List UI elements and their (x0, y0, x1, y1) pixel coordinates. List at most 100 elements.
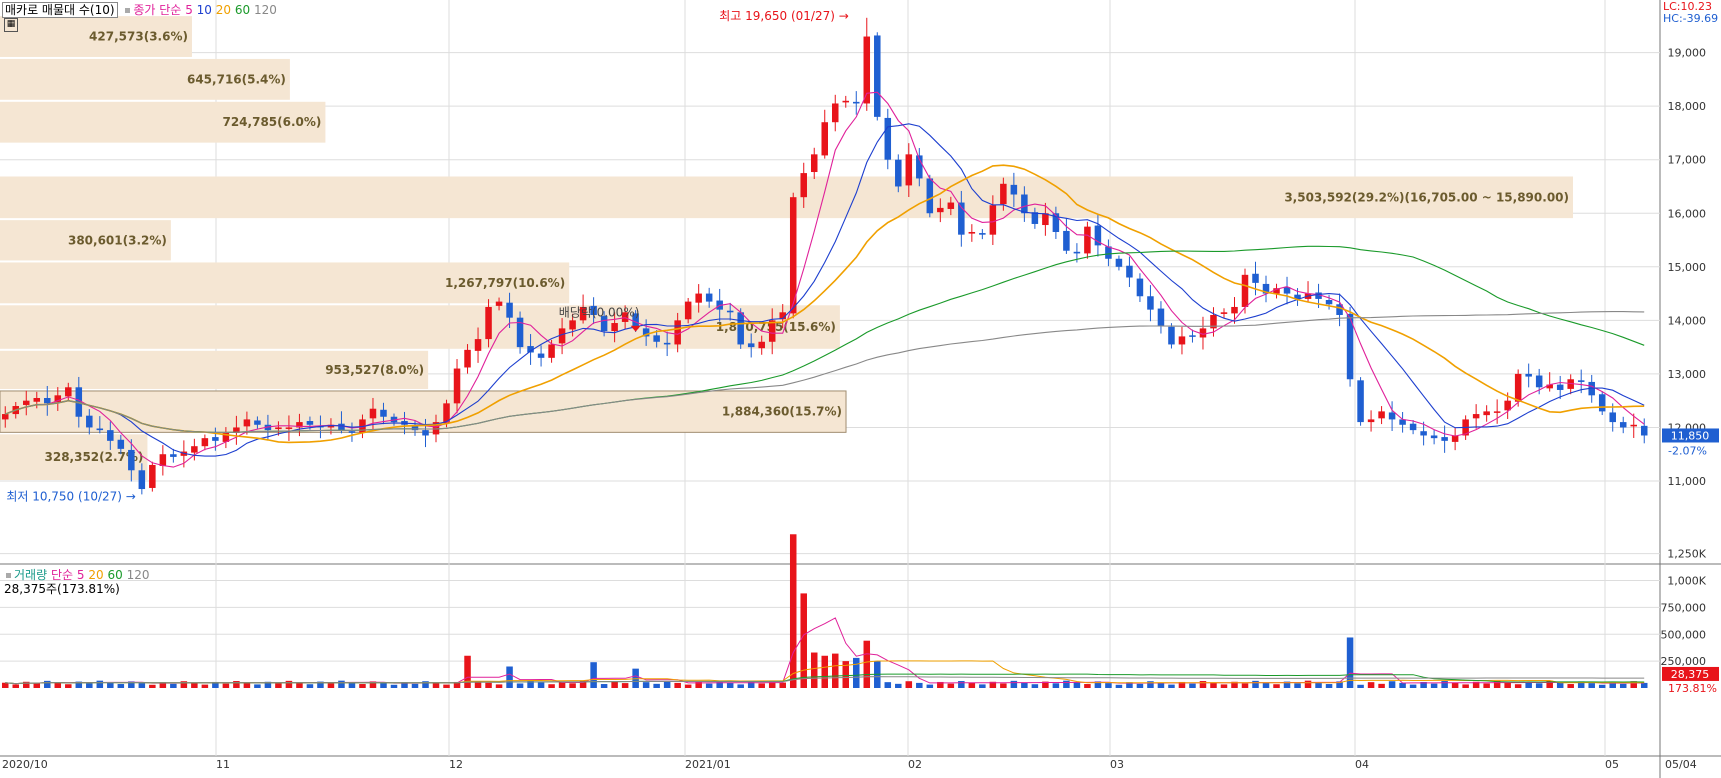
candle-body (905, 154, 913, 186)
volume-bar (1294, 683, 1301, 688)
candle-body (590, 305, 597, 315)
candle-body (1294, 294, 1301, 299)
volume-bar (1273, 684, 1280, 688)
candle-body (285, 427, 293, 429)
candle-body (1063, 230, 1070, 251)
volume-bar (1105, 683, 1112, 688)
indicator-label[interactable]: 매카로 매물대 수(10) (2, 2, 118, 18)
candle-body (548, 344, 555, 358)
candle-body (737, 312, 744, 345)
volume-bar (1430, 683, 1438, 688)
candle-body (884, 117, 892, 160)
candle-body (1388, 412, 1396, 420)
volume-bar (33, 683, 41, 688)
candle-body (1409, 423, 1417, 431)
volume-bar (180, 681, 188, 688)
volume-chart-legend: 거래량 단순 5 20 60 120 (2, 566, 149, 583)
candle-body (831, 103, 839, 123)
current-volume-readout: 28,375주(173.81%) (4, 582, 120, 596)
volume-bar (54, 682, 62, 688)
volume-title: 거래량 (14, 568, 48, 582)
volume-bar (884, 682, 892, 688)
candle-body (621, 312, 629, 322)
candle-body (1210, 314, 1217, 329)
candle-body (1178, 336, 1186, 345)
table-icon[interactable]: ▦ (4, 18, 18, 32)
volume-bar (1472, 681, 1480, 688)
volume-bar (1493, 680, 1501, 688)
volume-bar (12, 684, 20, 688)
volume-bar (170, 683, 177, 688)
volume-bar (1483, 683, 1490, 688)
candle-body (1493, 411, 1501, 413)
candle-body (800, 173, 807, 198)
volume-bar (653, 683, 660, 688)
volume-bar (474, 681, 482, 688)
volume-bar (895, 683, 902, 688)
volume-bar (275, 683, 282, 688)
volume-bar (537, 682, 545, 688)
candle-body (579, 306, 587, 321)
volume-bar (222, 683, 230, 688)
volume-bar (191, 682, 198, 688)
volume-bar (779, 682, 786, 688)
volume-bar (1367, 682, 1375, 688)
low-price-annotation: 최저 10,750 (10/27) → (6, 489, 136, 503)
candle-body (1031, 212, 1039, 224)
candle-body (684, 301, 692, 320)
candle-body (296, 422, 303, 428)
candle-body (947, 202, 955, 209)
volume-bar (1084, 684, 1091, 688)
volume-bar (138, 683, 146, 688)
volume-bar (1262, 682, 1270, 688)
candle-body (1262, 283, 1270, 294)
volume-bar (1063, 680, 1070, 688)
volume-bar (1567, 684, 1574, 688)
time-tick-label: 05 (1605, 758, 1619, 771)
volume-profile-label: 645,716(5.4%) (187, 72, 286, 86)
volume-bar (1451, 682, 1459, 688)
candle-body (243, 419, 251, 427)
volume-bar (380, 683, 387, 688)
ma120-label: 120 (253, 3, 277, 17)
volume-bar (1462, 684, 1469, 688)
last-volume-change: 173.81% (1668, 682, 1717, 695)
volume-bar (422, 681, 429, 688)
volume-bar (548, 684, 555, 688)
candle-body (1357, 380, 1364, 423)
candle-body (1472, 414, 1480, 419)
candle-body (411, 425, 419, 431)
volume-bar (1588, 683, 1595, 688)
price-tick-label: 11,000 (1668, 475, 1707, 488)
price-ma-10-line (5, 123, 1645, 457)
candle-body (821, 122, 829, 156)
candle-body (65, 387, 72, 397)
volume-bar (243, 682, 251, 688)
candle-body (96, 428, 104, 431)
volume-tick-label: 1,000K (1667, 575, 1706, 588)
candle-body (44, 397, 51, 404)
ma60-label: 60 (234, 3, 251, 17)
volume-bar (621, 683, 629, 688)
volume-bar (590, 662, 597, 688)
last-price-change: -2.07% (1668, 444, 1707, 457)
candle-body (369, 408, 377, 419)
volume-bar (359, 684, 366, 688)
volume-bar (23, 681, 30, 688)
volume-bar (1378, 683, 1385, 688)
volume-bar (117, 684, 125, 688)
candle-body (1430, 435, 1438, 439)
volume-profile-bar (0, 305, 840, 349)
candle-body (1094, 225, 1102, 246)
candle-body (422, 430, 429, 436)
volume-bar (1420, 681, 1427, 688)
volume-bar (1304, 680, 1312, 688)
volume-bar (663, 681, 671, 688)
volume-bar (853, 657, 860, 688)
volume-bar (1556, 682, 1564, 688)
volume-bar (443, 684, 450, 688)
volume-bar (789, 534, 797, 688)
volume-bar (65, 684, 72, 688)
volume-bar (338, 680, 345, 688)
